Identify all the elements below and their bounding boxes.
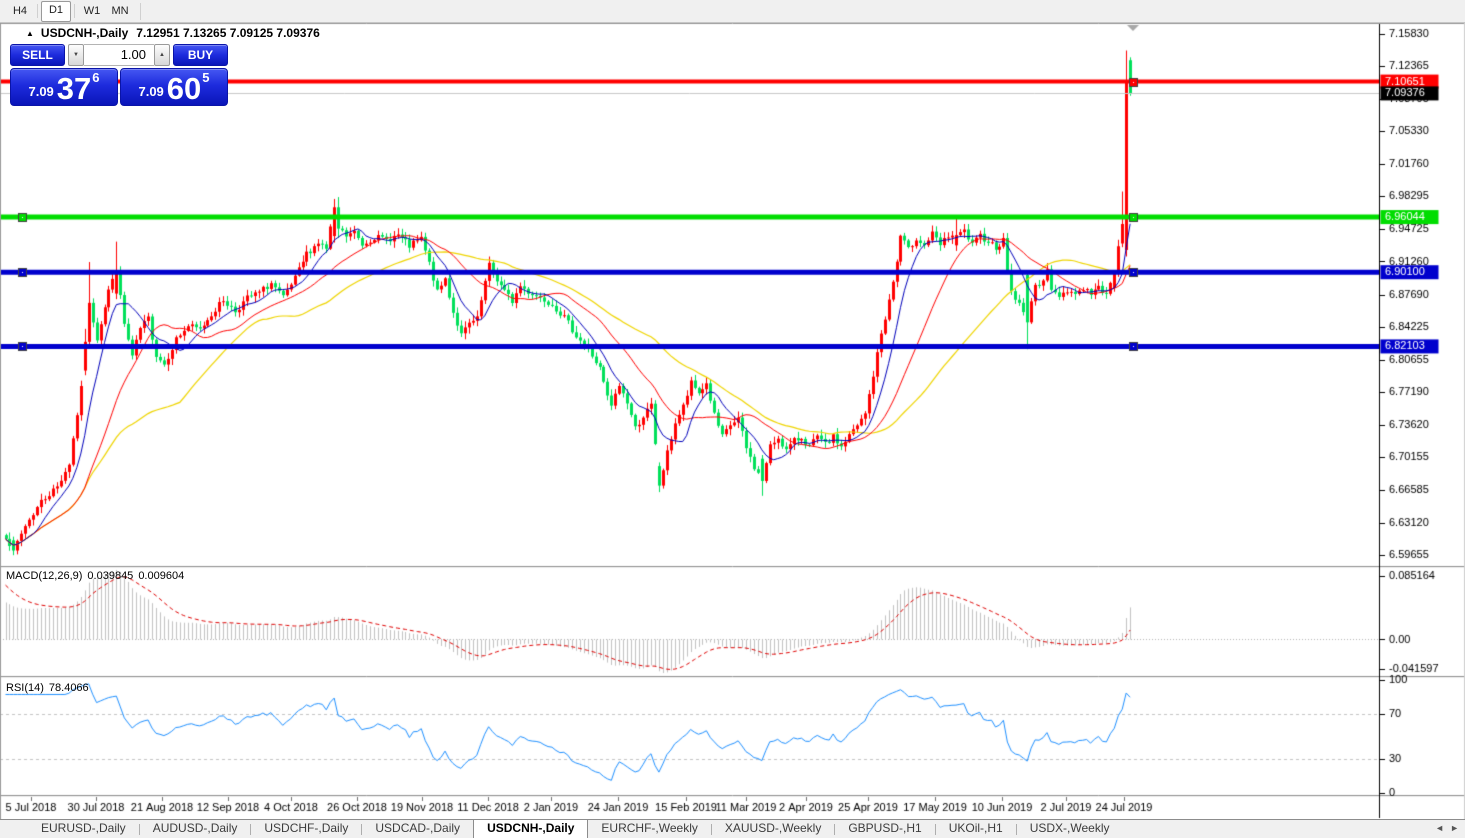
- timeframe-toolbar: H4 D1 W1 MN: [0, 0, 1465, 23]
- tab-divider: [361, 824, 363, 835]
- tab-item[interactable]: USDX-,Weekly: [1029, 821, 1110, 835]
- timeframe-h4-button[interactable]: H4: [12, 4, 28, 17]
- sell-price-display[interactable]: 7.09 37 6: [10, 68, 118, 106]
- timeframe-d1-button[interactable]: D1: [41, 0, 71, 22]
- tab-item[interactable]: USDCAD-,Daily: [375, 821, 461, 835]
- chevron-up-icon: ▲: [159, 52, 165, 58]
- chart-ohlc-values: 7.12951 7.13265 7.09125 7.09376: [136, 26, 320, 40]
- tab-item[interactable]: XAUUSD-,Weekly: [724, 821, 822, 835]
- rsi-label: RSI(14) 78.4066: [6, 682, 94, 694]
- tab-strip: EURUSD-,Daily AUDUSD-,Daily USDCHF-,Daily U…: [28, 820, 1123, 838]
- buy-price-point: 5: [202, 70, 210, 85]
- tab-item-active[interactable]: USDCNH-,Daily: [473, 820, 589, 838]
- tab-divider: [934, 824, 936, 835]
- tab-item[interactable]: EURCHF-,Weekly: [601, 821, 698, 835]
- tab-item[interactable]: AUDUSD-,Daily: [152, 821, 238, 835]
- one-click-trading-panel: SELL ▼ 1.00 ▲ BUY 7.09 37 6 7.09 60 5: [10, 44, 228, 106]
- tab-divider: [138, 824, 140, 835]
- tab-item[interactable]: EURUSD-,Daily: [41, 821, 126, 835]
- tab-item[interactable]: GBPUSD-,H1: [848, 821, 922, 835]
- volume-increase-button[interactable]: ▲: [154, 44, 170, 66]
- symbol-tab-bar: EURUSD-,Daily AUDUSD-,Daily USDCHF-,Daily U…: [0, 819, 1465, 838]
- tab-scroll-left-icon[interactable]: ◄: [1435, 823, 1445, 833]
- sell-price-point: 6: [92, 70, 100, 85]
- tab-item[interactable]: USDCHF-,Daily: [264, 821, 349, 835]
- rsi-name: RSI(14): [6, 682, 44, 694]
- buy-price-display[interactable]: 7.09 60 5: [120, 68, 228, 106]
- chart-canvas[interactable]: [0, 23, 1465, 819]
- tab-divider: [1015, 824, 1017, 835]
- rsi-value: 78.4066: [48, 682, 89, 694]
- collapse-triangle-icon[interactable]: ▲: [26, 29, 34, 38]
- timeframe-w1-button[interactable]: W1: [83, 4, 101, 17]
- tab-divider: [250, 824, 252, 835]
- tab-scroll-arrows: ◄ ►: [1429, 823, 1459, 833]
- buy-button[interactable]: BUY: [173, 44, 228, 66]
- sell-button[interactable]: SELL: [10, 44, 65, 66]
- toolbar-divider: [140, 2, 141, 20]
- sell-price-pips: 37: [56, 70, 92, 106]
- chart-symbol-title: USDCNH-,Daily: [40, 26, 129, 40]
- volume-decrease-button[interactable]: ▼: [68, 44, 84, 66]
- chart-title: ▲ USDCNH-,Daily 7.12951 7.13265 7.09125 7.…: [26, 26, 320, 40]
- tab-divider: [834, 824, 836, 835]
- tab-scroll-right-icon[interactable]: ►: [1450, 823, 1459, 833]
- buy-price-prefix: 7.09: [138, 84, 164, 99]
- toolbar-divider: [37, 4, 38, 18]
- trade-controls-row: SELL ▼ 1.00 ▲ BUY: [10, 44, 228, 66]
- sell-price-prefix: 7.09: [28, 84, 54, 99]
- timeframe-mn-button[interactable]: MN: [111, 4, 129, 17]
- macd-signal-value: 0.009604: [138, 570, 185, 582]
- volume-stepper: ▼ 1.00 ▲: [68, 44, 170, 66]
- tab-item[interactable]: UKOil-,H1: [948, 821, 1003, 835]
- tab-divider: [710, 824, 712, 835]
- volume-input[interactable]: 1.00: [84, 44, 154, 66]
- chevron-down-icon: ▼: [73, 52, 79, 58]
- macd-label: MACD(12,26,9) 0.039845 0.009604: [6, 570, 189, 582]
- toolbar-divider: [74, 4, 75, 18]
- buy-price-pips: 60: [166, 70, 202, 106]
- macd-name: MACD(12,26,9): [6, 570, 83, 582]
- macd-main-value: 0.039845: [87, 570, 134, 582]
- trade-prices-row: 7.09 37 6 7.09 60 5: [10, 68, 228, 106]
